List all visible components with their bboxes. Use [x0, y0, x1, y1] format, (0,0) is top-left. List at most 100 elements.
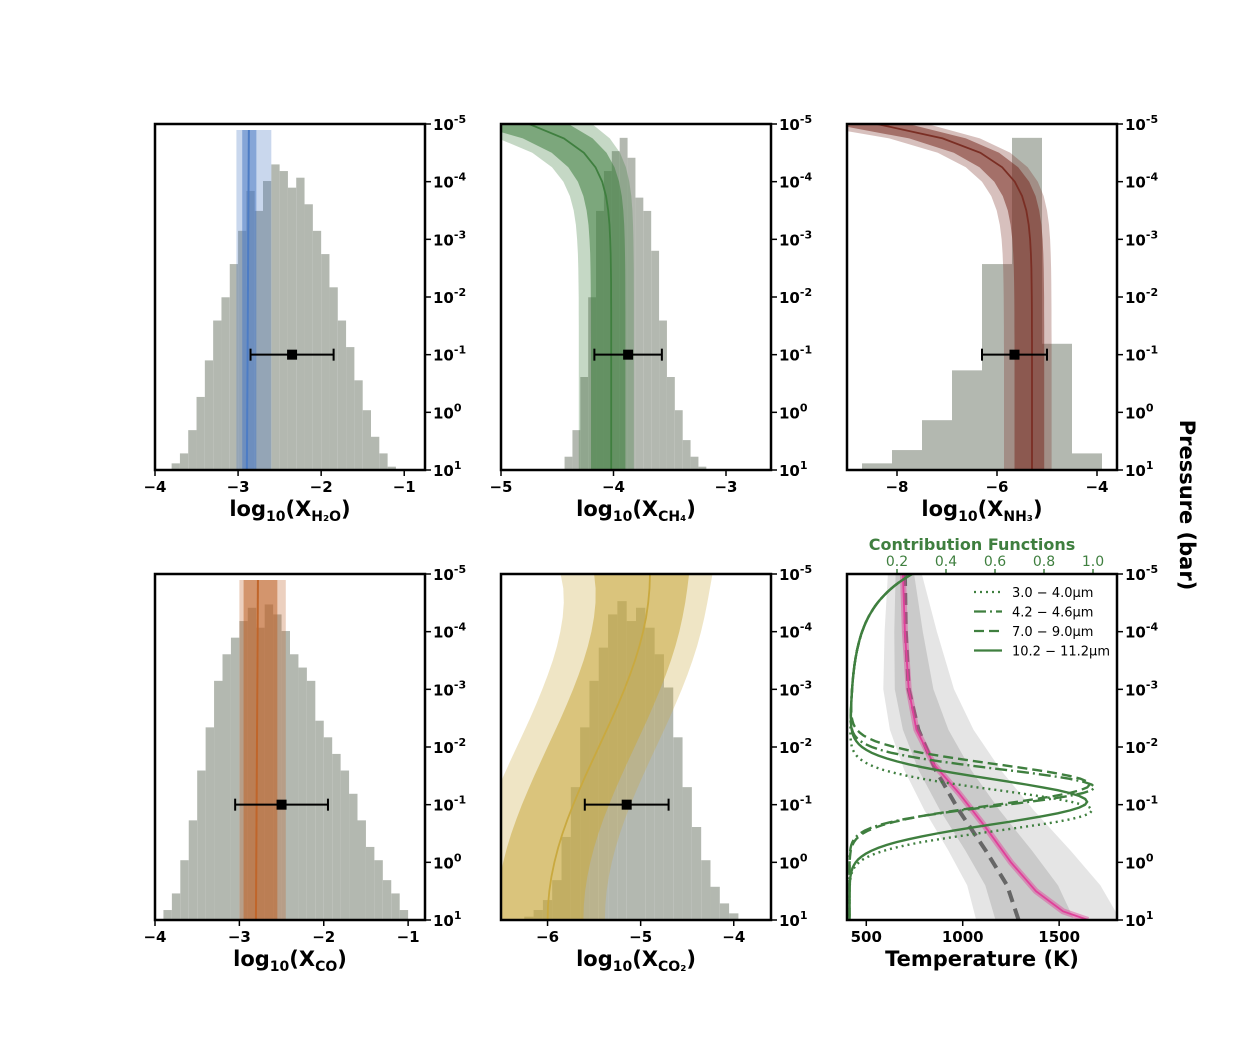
- hist-bar: [281, 631, 290, 920]
- y-tick-label: 10-4: [433, 621, 466, 642]
- x-axis-label: log10(XCO₂): [576, 947, 696, 975]
- hist-bar: [651, 250, 660, 470]
- y-tick-label: 10-1: [433, 794, 466, 815]
- hist-bar: [357, 820, 366, 920]
- hist-bar: [188, 430, 197, 470]
- hist-bar: [922, 420, 952, 470]
- hist-bar: [222, 654, 231, 920]
- x-tick-label: −4: [143, 478, 166, 496]
- hist-bar: [296, 177, 305, 470]
- hist-bar: [332, 753, 341, 920]
- hist-bar: [1042, 343, 1072, 470]
- panel-nh3: log10(XNH₃) −8 −6 −4 10-5 10-4 10-3 10-2 10-1 100…: [845, 113, 1158, 525]
- y-tick-label: 100: [779, 401, 808, 422]
- x-tick-label: 1500: [1038, 928, 1080, 946]
- hist-bar: [374, 860, 383, 920]
- errorbar-point: [621, 799, 632, 810]
- cf-tick-label: 1.0: [1082, 554, 1104, 570]
- hist-bar: [221, 297, 230, 470]
- panel-co: log10(XCO) −4 −3 −2 −1 10-5 10-4 10-3 10-2 10-1 10…: [143, 563, 466, 975]
- hist-bar: [337, 320, 347, 470]
- hist-bar: [862, 463, 892, 470]
- x-axis-label: log10(XCH₄): [576, 497, 696, 525]
- legend-label: 7.0 − 9.0μm: [1012, 625, 1093, 640]
- hist-bar: [179, 453, 189, 470]
- x-tick-label: −3: [714, 478, 737, 496]
- errorbar-point: [276, 799, 287, 810]
- y-tick-label: 10-2: [1125, 286, 1158, 307]
- legend-label: 3.0 − 4.0μm: [1012, 586, 1093, 601]
- y-tick-label: 10-5: [433, 113, 466, 134]
- hist-bar: [346, 347, 355, 470]
- hist-bar: [698, 466, 707, 470]
- hist-bar: [399, 910, 409, 920]
- profile-1sigma: [501, 124, 626, 470]
- y-tick-label: 10-3: [1125, 678, 1158, 699]
- profile-1sigma: [501, 574, 690, 920]
- hist-bar: [214, 680, 223, 920]
- cf-10-11um: [848, 574, 1089, 920]
- y-tick-label: 10-4: [433, 171, 466, 192]
- hist-bar: [312, 230, 322, 470]
- hist-bar: [197, 770, 206, 920]
- hist-bar: [340, 770, 350, 920]
- hist-bar: [298, 667, 307, 920]
- profile-median: [546, 574, 651, 920]
- x-tick-label: −6: [985, 478, 1008, 496]
- hist-bar: [626, 621, 636, 920]
- hist-bar: [580, 376, 589, 470]
- hist-bar: [674, 410, 683, 470]
- x-axis-label: log10(XCO): [233, 947, 347, 975]
- hist-bar: [371, 436, 380, 470]
- hist-bar: [188, 820, 198, 920]
- y-tick-label: 101: [779, 909, 808, 930]
- hist-bar: [391, 893, 400, 920]
- y-tick-label: 10-5: [1125, 113, 1158, 134]
- hist-bar: [323, 737, 333, 920]
- y-tick-label: 10-5: [779, 563, 812, 584]
- y-tick-label: 100: [779, 851, 808, 872]
- y-tick-label: 101: [1125, 459, 1154, 480]
- profile-2sigma: [847, 124, 1052, 470]
- y-tick-label: 101: [1125, 909, 1154, 930]
- errorbar-point: [1009, 349, 1020, 360]
- y-tick-label: 101: [433, 909, 462, 930]
- hist-bar: [349, 793, 358, 920]
- cf-tick-label: 0.2: [886, 554, 908, 570]
- hist-bar: [564, 456, 573, 470]
- x-tick-label: −6: [536, 928, 559, 946]
- hist-bar: [654, 654, 664, 920]
- panel-temperature-pressure: 0.2 0.4 0.6 0.8 1.0 Contribution Functions 3.0…: [845, 535, 1158, 971]
- profile-median: [528, 124, 613, 470]
- hist-bar: [892, 450, 922, 470]
- y-tick-label: 100: [433, 851, 462, 872]
- y-tick-label: 10-3: [433, 228, 466, 249]
- y-tick-label: 10-1: [779, 794, 812, 815]
- cf-title: Contribution Functions: [869, 535, 1076, 554]
- hist-bar: [627, 157, 636, 470]
- x-axis-label: log10(XNH₃): [921, 497, 1042, 525]
- cf-tick-label: 0.6: [984, 554, 1006, 570]
- hist-bar: [163, 910, 172, 920]
- x-tick-label: −2: [312, 928, 335, 946]
- y-tick-label: 101: [779, 459, 808, 480]
- y-tick-label: 10-2: [433, 286, 466, 307]
- hist-bar: [710, 886, 720, 920]
- x-tick-label: −5: [489, 478, 512, 496]
- y-tick-label: 10-2: [1125, 736, 1158, 757]
- hist-bar: [254, 210, 263, 470]
- profile-1sigma: [847, 124, 1045, 470]
- y-tick-label: 10-3: [433, 678, 466, 699]
- hist-bar: [171, 463, 180, 470]
- x-tick-label: −4: [722, 928, 745, 946]
- profile-median: [245, 129, 250, 470]
- hist-bar: [329, 287, 338, 470]
- y-tick-label: 10-2: [779, 736, 812, 757]
- x-tick-label: −4: [143, 928, 166, 946]
- hist-bar: [701, 860, 711, 920]
- hist-bar: [204, 360, 214, 470]
- x-tick-label: −5: [629, 928, 652, 946]
- hist-bar: [205, 727, 215, 920]
- x-tick-label: −1: [393, 478, 416, 496]
- y-tick-label: 10-3: [779, 678, 812, 699]
